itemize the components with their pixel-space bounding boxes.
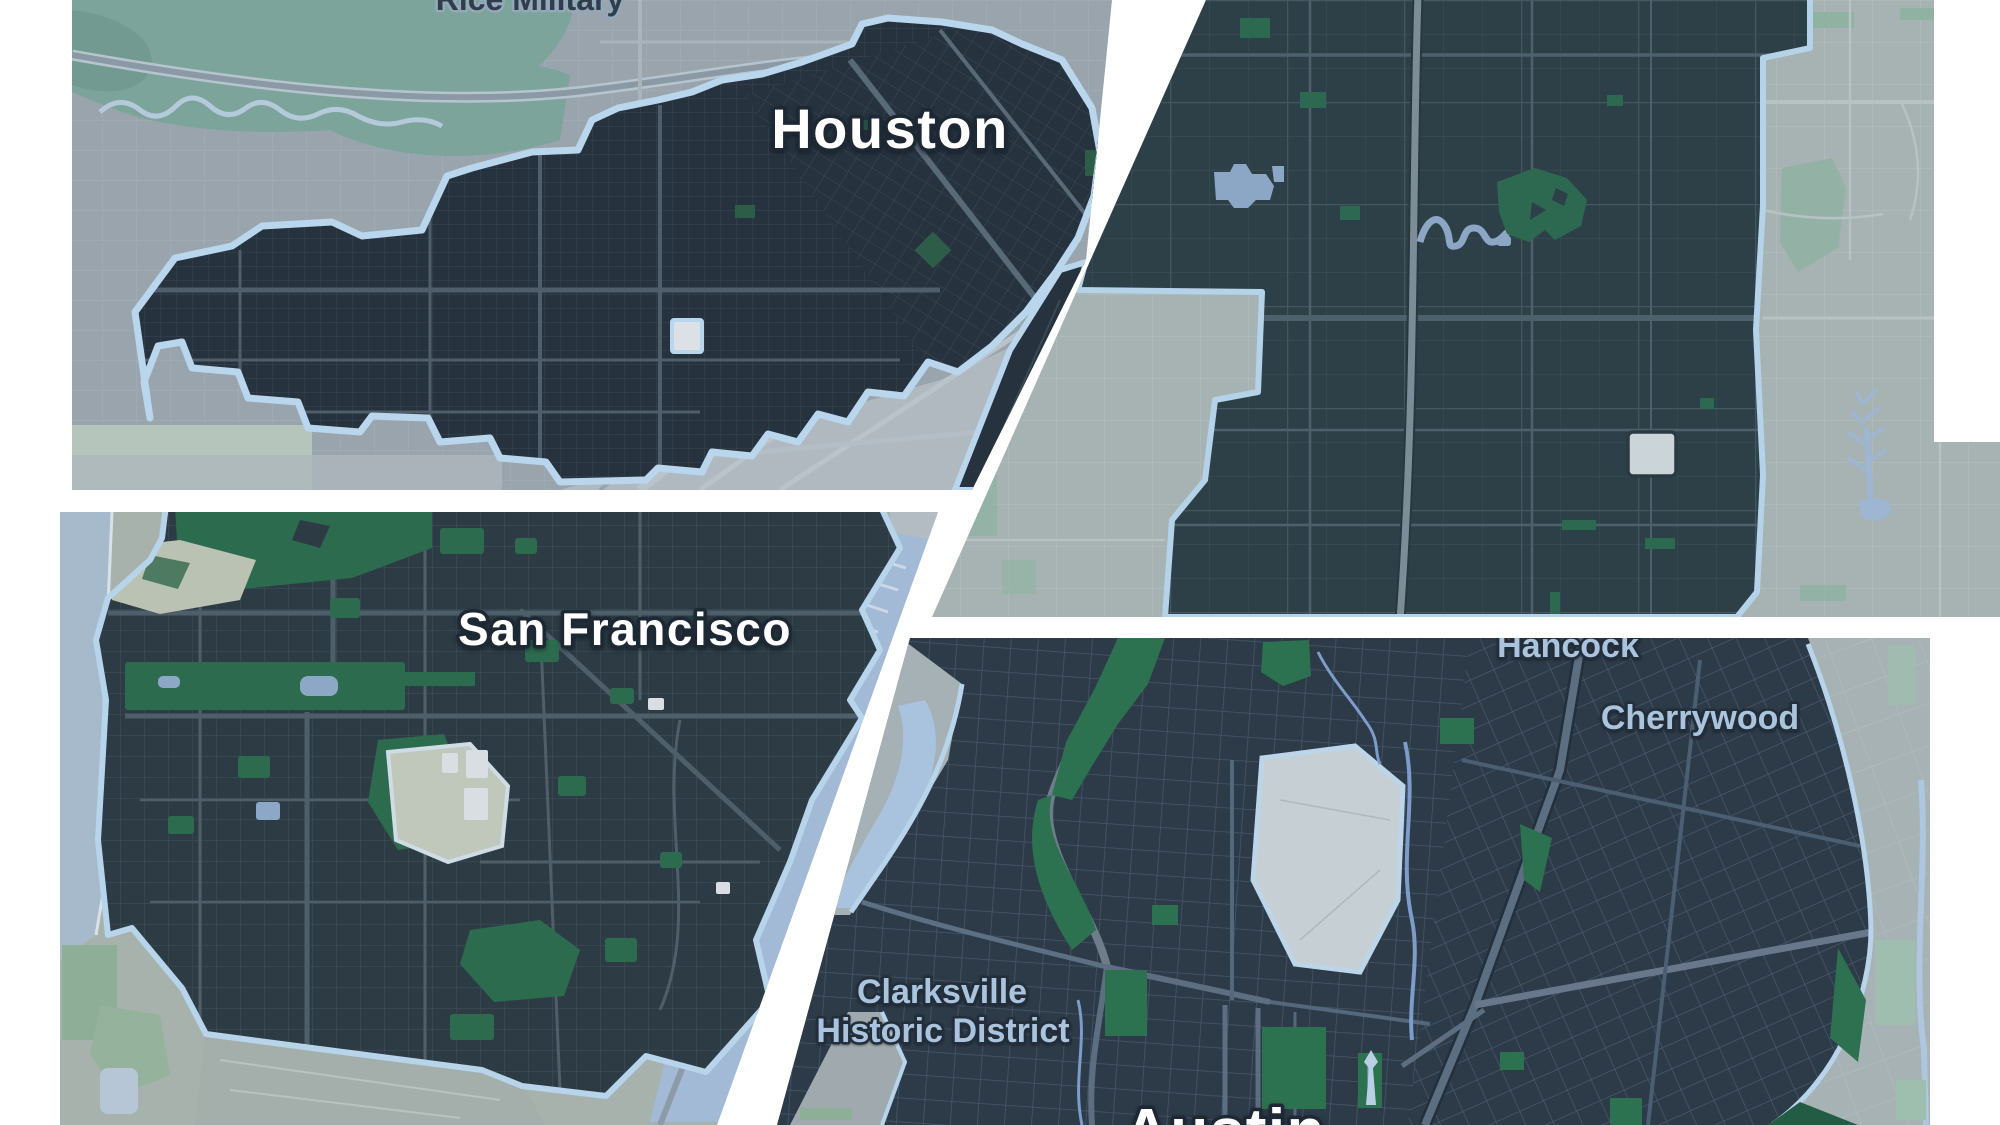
austin-east-border: [1770, 643, 1874, 1125]
topright-parks: [1240, 18, 1714, 614]
topright-highway: [1396, 0, 1422, 617]
neighborhood-label-clarksville-line1: Clarksville: [857, 973, 1027, 1011]
sf-park-ponds: [158, 676, 338, 820]
map-panel-unlabeled-city: [932, 0, 2000, 617]
austin-parks: [1032, 638, 1866, 1125]
city-label-san-francisco: San Francisco: [458, 603, 792, 655]
sf-building-blocks: [442, 698, 730, 894]
city-label-houston: Houston: [771, 97, 1009, 160]
map-panel-austin: Hancock Cherrywood Clarksville Historic …: [777, 627, 1930, 1125]
city-label-austin: Austin: [1124, 1097, 1326, 1125]
houston-bayou-river: [98, 95, 444, 129]
topright-plaza-square: [1626, 430, 1678, 478]
austin-lake: [830, 700, 936, 908]
neighborhood-label-hancock: Hancock: [1497, 627, 1639, 665]
austin-east-washed: [1770, 638, 1930, 1125]
map-panel-san-francisco: San Francisco: [60, 512, 938, 1125]
monument-icon: [1364, 1050, 1378, 1105]
topright-lakes: [1214, 164, 1516, 250]
neighborhood-label-clarksville-line2: Historic District: [816, 1012, 1069, 1050]
houston-cut-neighborhood-label: Rice Military: [436, 0, 625, 17]
austin-grid-east: [1408, 638, 1930, 1125]
map-panel-houston: Rice Military Houston: [72, 0, 1112, 490]
sf-southwest-washed: [62, 945, 545, 1125]
houston-park-square: [670, 318, 704, 354]
topright-branching-lake: [1846, 388, 1892, 521]
neighborhood-label-cherrywood: Cherrywood: [1601, 699, 1799, 737]
